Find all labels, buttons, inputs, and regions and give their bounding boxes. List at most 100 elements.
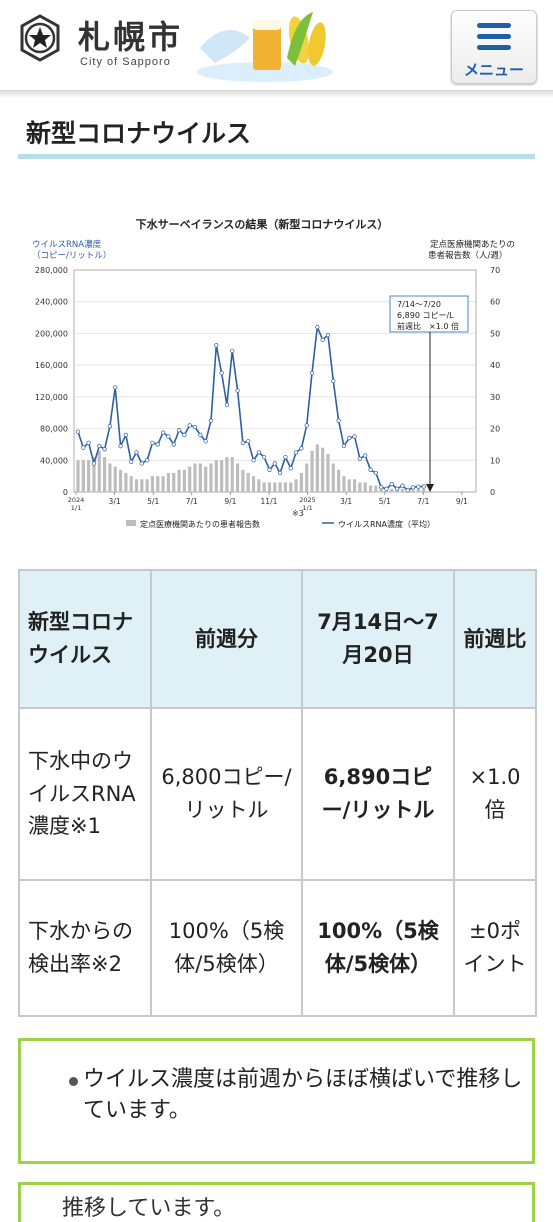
point-rna-concentration <box>86 440 91 445</box>
bar-patient-reports <box>347 479 351 492</box>
row-label-detection: 下水からの検出率※2 <box>18 879 152 1017</box>
cell-prev-detection: 100%（5検体/5検体） <box>150 879 303 1017</box>
bar-patient-reports <box>241 469 245 492</box>
point-rna-concentration <box>421 484 426 489</box>
bar-patient-reports <box>315 444 319 492</box>
bar-patient-reports <box>331 463 335 492</box>
point-rna-concentration <box>288 466 293 471</box>
point-rna-concentration <box>176 428 182 433</box>
line-rna-concentration <box>77 324 424 492</box>
point-rna-concentration <box>400 483 405 488</box>
point-rna-concentration <box>304 423 309 428</box>
point-rna-concentration <box>293 450 299 455</box>
point-rna-concentration <box>123 432 129 438</box>
bar-patient-reports <box>209 463 213 492</box>
point-rna-concentration <box>283 454 288 460</box>
bar-patient-reports <box>283 482 288 492</box>
left-axis-label-2: （コピー/リットル） <box>32 250 111 261</box>
bar-patient-reports <box>145 479 149 492</box>
bar-patient-reports <box>374 485 378 492</box>
point-rna-concentration <box>166 434 171 439</box>
y-right-tick: 10 <box>490 456 500 465</box>
point-rna-concentration <box>262 454 267 460</box>
point-rna-concentration <box>384 486 389 491</box>
point-rna-concentration <box>309 370 315 376</box>
point-rna-concentration <box>139 461 144 466</box>
table-row: 下水からの検出率※2 100%（5検体/5検体） 100%（5検体/5検体） ±… <box>18 879 537 1017</box>
bar-patient-reports <box>134 479 139 492</box>
cell-ratio-detection: ±0ポイント <box>453 879 537 1017</box>
logo-text[interactable]: 札幌市 <box>78 18 184 56</box>
annotation-line-2: 6,890 コピー/L <box>397 311 454 320</box>
point-rna-concentration <box>224 402 230 407</box>
x-tick-label: 7/1 <box>417 497 429 506</box>
bar-patient-reports <box>204 466 208 492</box>
bar-patient-reports <box>251 476 256 492</box>
bar-patient-reports <box>273 482 277 492</box>
point-rna-concentration <box>389 481 394 487</box>
point-rna-concentration <box>299 446 304 451</box>
point-rna-concentration <box>102 447 107 452</box>
bar-patient-reports <box>220 460 224 492</box>
bar-patient-reports <box>337 469 341 492</box>
y-left-tick: 0 <box>63 488 68 497</box>
menu-button[interactable]: メニュー <box>451 10 537 84</box>
point-rna-concentration <box>341 443 347 449</box>
y-left-tick: 40,000 <box>40 456 68 465</box>
point-rna-concentration <box>113 385 118 390</box>
x-tick-label: 1/1 <box>71 504 81 512</box>
x-tick-label: 9/1 <box>456 497 468 506</box>
notice-item: ウイルス濃度は前週からほぼ横ばいで推移しています。 <box>83 1067 523 1123</box>
chart-annotation: 7/14～7/20 6,890 コピー/L 前週比 ×1.0 倍 <box>389 295 469 492</box>
point-rna-concentration <box>368 467 373 472</box>
bar-patient-reports <box>177 469 181 492</box>
x-tick-label: 1/1 <box>302 504 312 512</box>
cell-ratio-concentration: ×1.0倍 <box>453 707 537 881</box>
point-rna-concentration <box>240 440 246 445</box>
point-rna-concentration <box>363 453 368 458</box>
header-shadow <box>0 90 553 98</box>
chart-legend: 定点医療機関あたりの患者報告数 ウイルスRNA濃度（平均） <box>126 519 435 529</box>
point-rna-concentration <box>394 486 400 491</box>
bar-patient-reports <box>267 482 272 492</box>
point-rna-concentration <box>81 445 86 450</box>
point-rna-concentration <box>192 424 198 430</box>
bar-patient-reports <box>379 488 383 492</box>
bar-patient-reports <box>166 472 171 492</box>
x-tick-label: 3/1 <box>109 497 121 506</box>
bar-patient-reports <box>113 466 117 492</box>
point-rna-concentration <box>336 418 341 423</box>
bar-patient-reports <box>310 450 314 492</box>
bar-patient-reports <box>321 447 325 492</box>
bar-patient-reports <box>278 482 282 492</box>
point-rna-concentration <box>150 440 155 445</box>
bar-patient-reports <box>326 453 330 492</box>
point-rna-concentration <box>144 458 150 463</box>
bar-patient-reports <box>118 469 123 492</box>
bar-patient-reports <box>225 457 229 492</box>
y-left-tick: 280,000 <box>35 266 68 275</box>
table-header-name: 新型コロナウイルス <box>18 569 152 709</box>
x-tick-label: 5/1 <box>147 497 159 506</box>
bar-patient-reports <box>188 466 192 492</box>
notice-next-partial: 推移しています。 <box>62 1196 236 1221</box>
bar-patient-reports <box>390 488 394 492</box>
point-rna-concentration <box>182 432 187 438</box>
status-table: 新型コロナウイルス 前週分 7月14日～7月20日 前週比 下水中のウイルスRN… <box>18 569 537 1017</box>
bar-patient-reports <box>230 457 234 492</box>
point-rna-concentration <box>325 332 331 338</box>
y-left-tick: 240,000 <box>35 298 68 307</box>
beer-corn-illustration <box>197 12 333 82</box>
bar-patient-reports <box>294 479 298 492</box>
bar-patient-reports <box>257 479 261 492</box>
point-rna-concentration <box>246 439 251 444</box>
bar-patient-reports <box>97 450 101 492</box>
point-rna-concentration <box>219 370 224 376</box>
title-underline <box>18 154 535 159</box>
y-right-tick: 60 <box>490 298 500 307</box>
bar-patient-reports <box>262 482 266 492</box>
bar-patient-reports <box>400 488 405 492</box>
y-left-tick: 80,000 <box>40 425 68 434</box>
left-axis-label-1: ウイルスRNA濃度 <box>32 239 102 250</box>
bar-patient-reports <box>305 463 309 492</box>
